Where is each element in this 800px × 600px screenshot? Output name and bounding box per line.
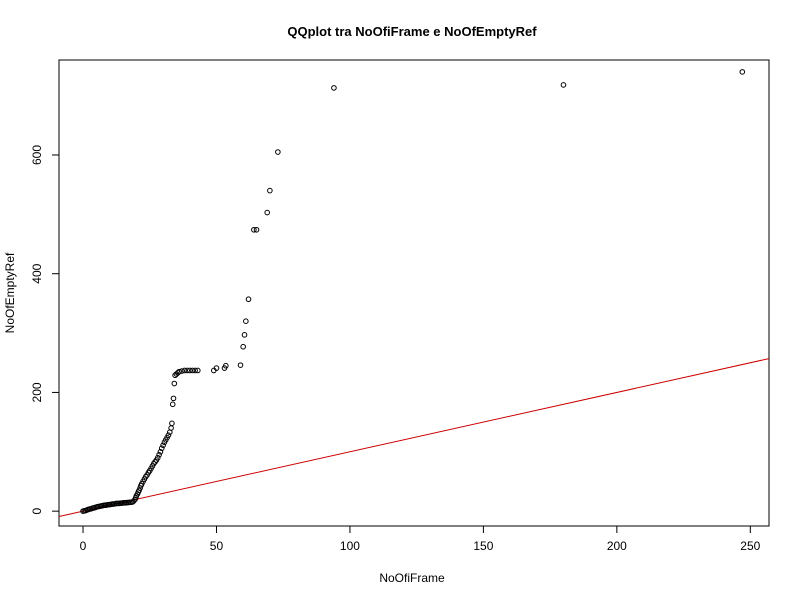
- data-point: [160, 442, 166, 449]
- y-axis-label: NoOfEmptyRef: [3, 252, 17, 333]
- data-point: [264, 209, 270, 216]
- data-point: [154, 454, 161, 461]
- y-tick-label: 200: [30, 382, 44, 402]
- chart-title: QQplot tra NoOfiFrame e NoOfEmptyRef: [287, 24, 537, 39]
- y-tick-label: 600: [30, 145, 44, 165]
- data-point: [243, 318, 249, 324]
- data-point: [331, 85, 337, 91]
- data-point: [560, 82, 567, 88]
- x-axis: 0 50 100 150 200 250: [80, 525, 761, 553]
- data-point: [157, 448, 164, 455]
- data-point: [169, 420, 175, 427]
- data-point: [241, 332, 248, 338]
- x-axis-label: NoOfiFrame: [379, 571, 445, 585]
- data-point: [192, 367, 198, 374]
- x-tick-label: 200: [607, 539, 627, 553]
- plot-frame: [58, 59, 770, 527]
- data-point: [181, 367, 188, 374]
- reference-line: [58, 358, 770, 517]
- data-point: [739, 69, 746, 75]
- data-point: [251, 226, 257, 233]
- data-point: [186, 367, 193, 374]
- data-point: [176, 368, 182, 375]
- data-point: [223, 362, 229, 369]
- data-point: [275, 149, 281, 155]
- data-point: [170, 395, 177, 402]
- data-point: [194, 367, 201, 374]
- data-point: [169, 401, 176, 408]
- data-point: [240, 343, 246, 350]
- data-point: [237, 362, 244, 368]
- data-point: [171, 380, 178, 387]
- data-point: [178, 368, 185, 374]
- x-tick-label: 150: [473, 539, 493, 553]
- data-point: [245, 296, 252, 303]
- data-point: [213, 365, 220, 371]
- data-point: [156, 451, 162, 458]
- data-point: [165, 432, 172, 438]
- data-point: [253, 226, 260, 233]
- points-layer: [80, 69, 746, 514]
- reference-line-layer: [58, 358, 770, 517]
- x-tick-label: 100: [340, 539, 360, 553]
- data-point: [158, 445, 165, 452]
- data-point: [267, 187, 273, 194]
- y-tick-label: 0: [30, 508, 44, 515]
- x-tick-label: 50: [210, 539, 224, 553]
- x-tick-label: 0: [80, 539, 87, 553]
- data-point: [168, 425, 174, 431]
- y-axis: 0 200 400 600: [30, 145, 60, 515]
- y-tick-label: 400: [30, 263, 44, 283]
- data-point: [184, 367, 190, 374]
- x-tick-label: 250: [740, 539, 760, 553]
- data-point: [189, 367, 196, 374]
